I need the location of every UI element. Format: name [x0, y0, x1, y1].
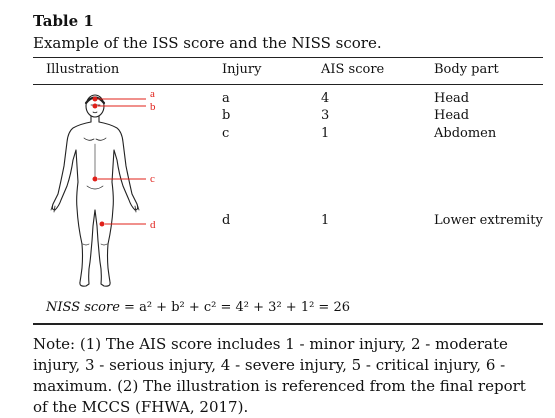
row-b-ais: 3: [321, 108, 330, 123]
marker-c: [92, 176, 98, 182]
row-d-body-part: Lower extremity: [434, 213, 543, 228]
row-b-injury: b: [222, 108, 231, 123]
header-injury: Injury: [222, 62, 262, 77]
marker-a: [92, 96, 98, 102]
row-a-body-part: Head: [434, 91, 470, 106]
formula-label: NISS score: [46, 300, 120, 315]
table-top-rule: [33, 57, 543, 58]
figure-label-a: a: [150, 88, 155, 100]
row-d-injury: d: [222, 213, 231, 228]
row-a-ais: 4: [321, 91, 330, 106]
table-note: Note: (1) The AIS score includes 1 - min…: [33, 335, 526, 416]
row-d-ais: 1: [321, 213, 330, 228]
body-illustration: a b c d: [50, 88, 156, 287]
injury-markers: [92, 96, 146, 227]
figure-label-c: c: [150, 173, 155, 185]
row-b-body-part: Head: [434, 108, 470, 123]
figure-label-b: b: [150, 101, 156, 113]
header-illustration: Illustration: [46, 62, 120, 77]
header-rule: [33, 84, 543, 85]
marker-b: [92, 103, 98, 109]
header-ais-score: AIS score: [321, 62, 385, 77]
row-c-body-part: Abdomen: [434, 126, 497, 141]
table-bottom-rule: [33, 323, 543, 325]
marker-d: [99, 221, 105, 227]
row-c-injury: c: [222, 126, 230, 141]
figure-label-d: d: [150, 219, 156, 231]
row-a-injury: a: [222, 91, 230, 106]
formula-expression: = a² + b² + c² = 4² + 3² + 1² = 26: [119, 300, 350, 315]
header-body-part: Body part: [434, 62, 499, 77]
table-caption: Example of the ISS score and the NISS sc…: [33, 34, 382, 52]
row-c-ais: 1: [321, 126, 330, 141]
niss-formula: NISS score = a² + b² + c² = 4² + 3² + 1²…: [46, 300, 350, 315]
table-label: Table 1: [33, 12, 94, 30]
